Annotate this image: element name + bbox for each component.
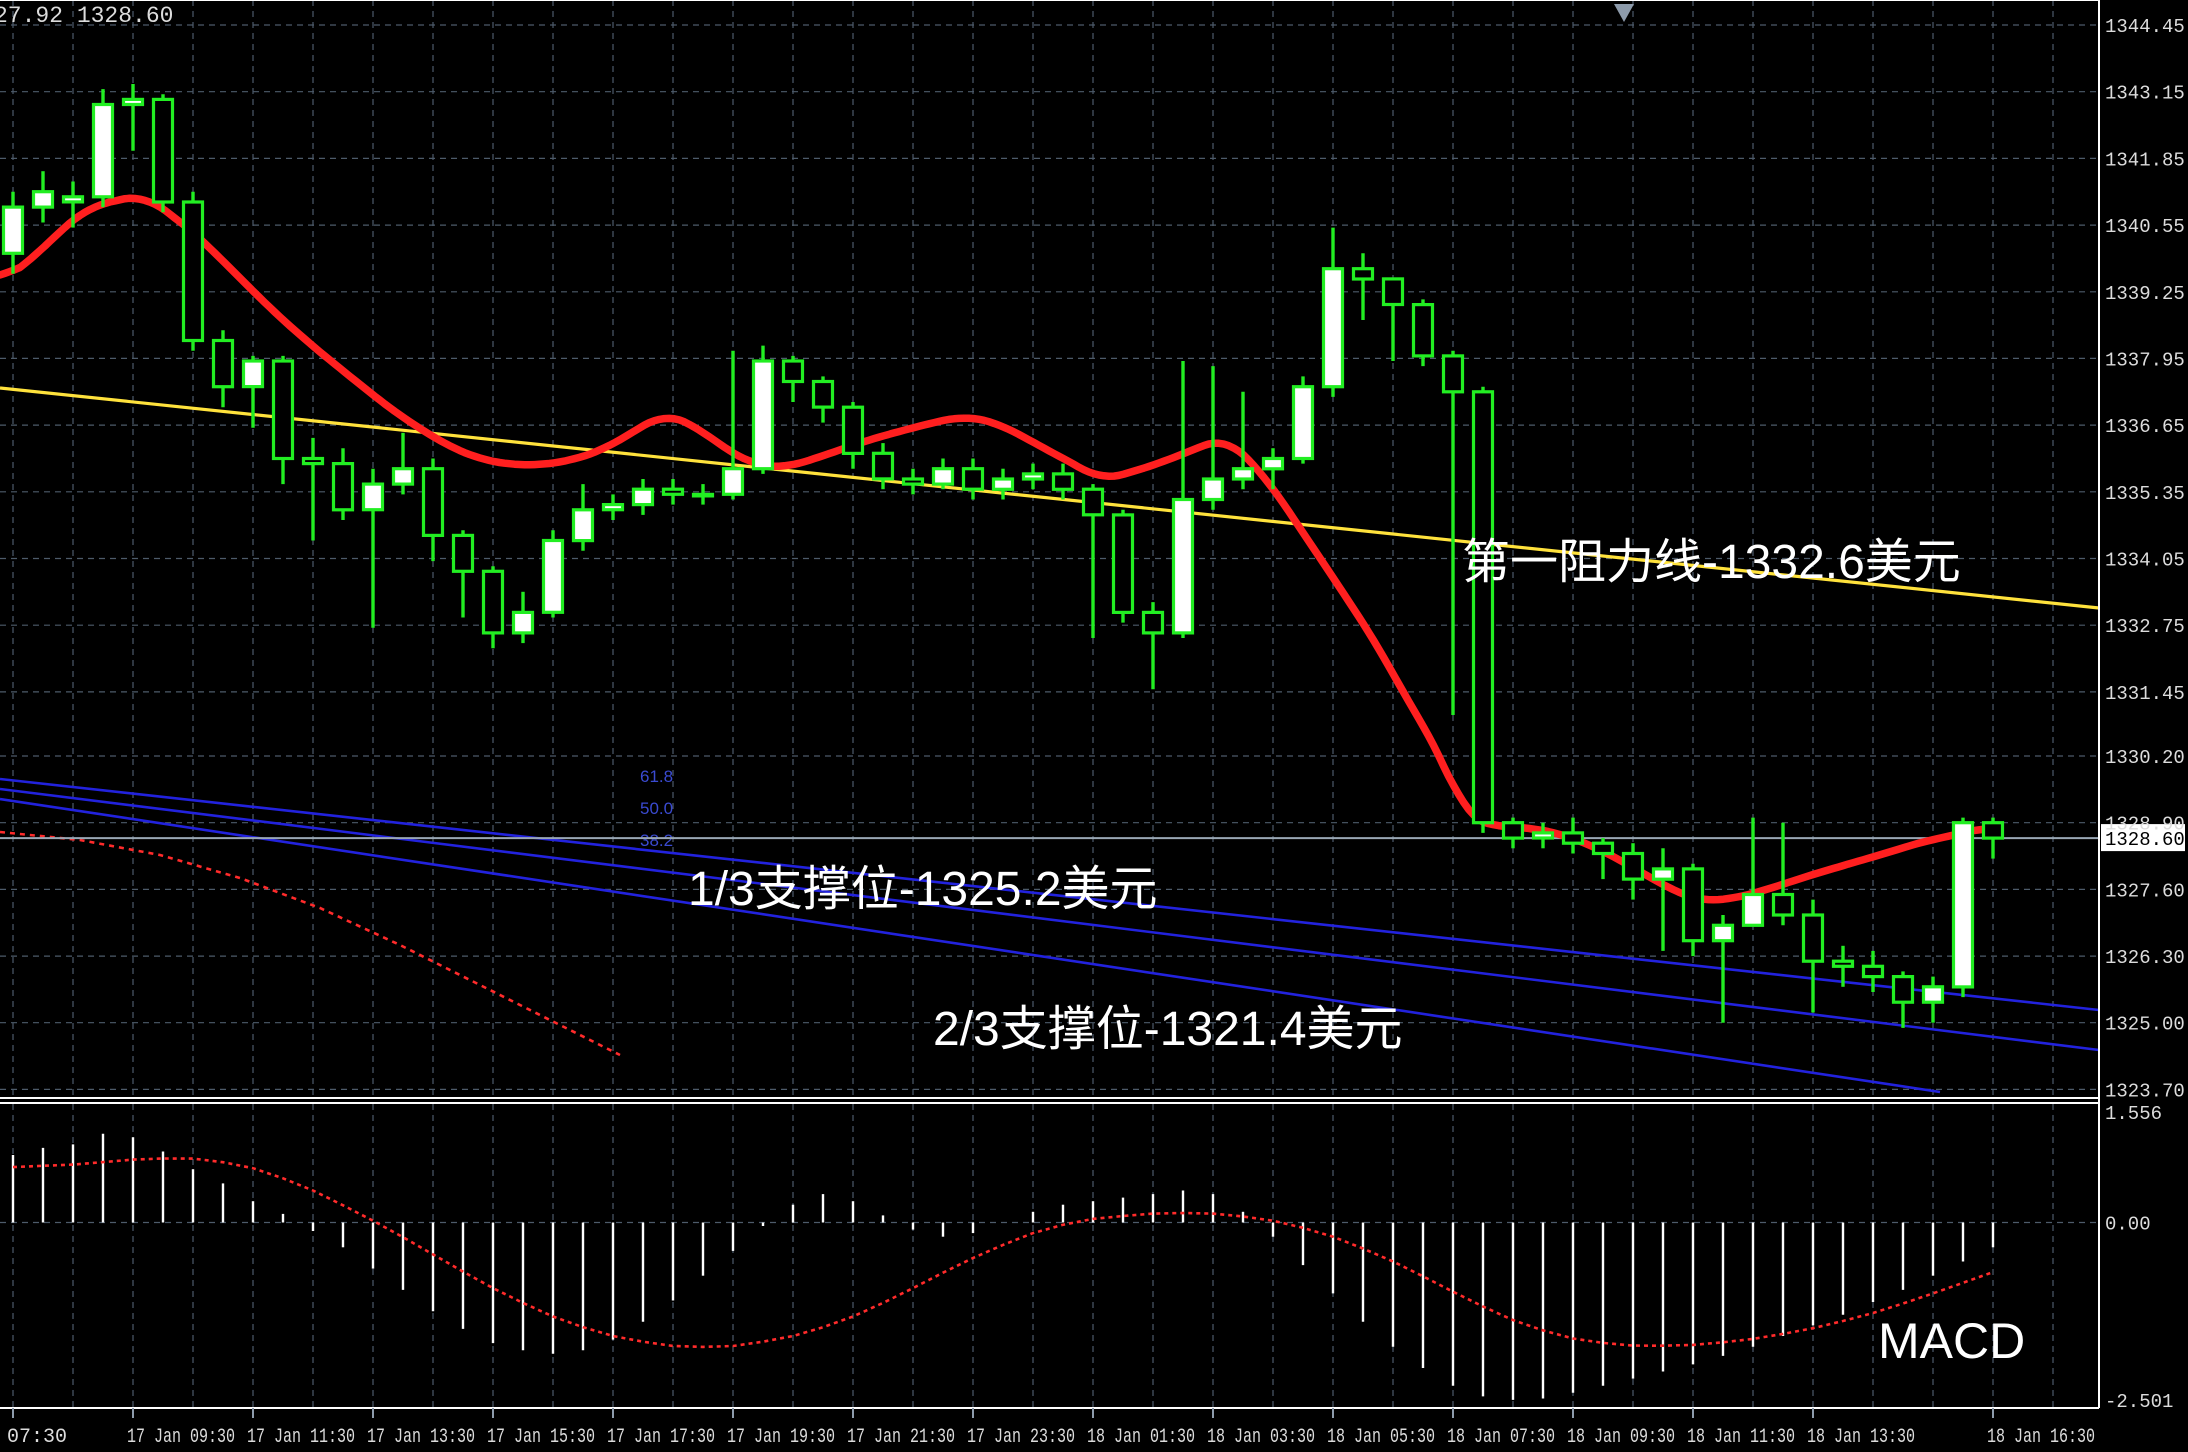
svg-text:18 Jan 13:30: 18 Jan 13:30	[1807, 1426, 1915, 1449]
svg-text:MACD: MACD	[1878, 1313, 2025, 1369]
svg-text:38.2: 38.2	[640, 831, 673, 850]
svg-text:1340.55: 1340.55	[2105, 216, 2185, 238]
svg-text:1327.60: 1327.60	[2105, 880, 2185, 902]
svg-text:1334.05: 1334.05	[2105, 550, 2185, 572]
svg-text:第一阻力线-1332.6美元: 第一阻力线-1332.6美元	[1462, 536, 1961, 589]
svg-text:18 Jan 05:30: 18 Jan 05:30	[1327, 1426, 1435, 1449]
svg-text:17 Jan 23:30: 17 Jan 23:30	[967, 1426, 1075, 1449]
svg-text:1325.00: 1325.00	[2105, 1014, 2185, 1036]
svg-text:27.92 1328.60: 27.92 1328.60	[0, 3, 173, 29]
svg-text:18 Jan 11:30: 18 Jan 11:30	[1687, 1426, 1795, 1449]
svg-text:1332.75: 1332.75	[2105, 616, 2185, 638]
svg-text:1326.30: 1326.30	[2105, 947, 2185, 969]
svg-text:61.8: 61.8	[640, 767, 673, 786]
svg-text:1328.90: 1328.90	[2105, 814, 2185, 836]
svg-text:50.0: 50.0	[640, 799, 673, 818]
svg-text:1336.65: 1336.65	[2105, 416, 2185, 438]
svg-text:17 Jan 19:30: 17 Jan 19:30	[727, 1426, 835, 1449]
svg-text:1323.70: 1323.70	[2105, 1080, 2185, 1102]
svg-text:1341.85: 1341.85	[2105, 149, 2185, 171]
svg-text:1335.35: 1335.35	[2105, 483, 2185, 505]
svg-text:17 Jan 11:30: 17 Jan 11:30	[247, 1426, 355, 1449]
svg-text:1.556: 1.556	[2105, 1103, 2162, 1125]
svg-text:17 Jan 17:30: 17 Jan 17:30	[607, 1426, 715, 1449]
svg-text:1330.20: 1330.20	[2105, 747, 2185, 769]
svg-text:2/3支撑位-1321.4美元: 2/3支撑位-1321.4美元	[933, 1003, 1403, 1056]
svg-text:17 Jan 09:30: 17 Jan 09:30	[127, 1426, 235, 1449]
svg-text:17 Jan 13:30: 17 Jan 13:30	[367, 1426, 475, 1449]
svg-text:18 Jan 07:30: 18 Jan 07:30	[1447, 1426, 1555, 1449]
svg-text:07:30: 07:30	[7, 1426, 67, 1449]
svg-text:0.00: 0.00	[2105, 1214, 2151, 1236]
svg-text:1343.15: 1343.15	[2105, 83, 2185, 105]
svg-text:18 Jan 16:30: 18 Jan 16:30	[1987, 1426, 2095, 1449]
svg-text:-2.501: -2.501	[2105, 1391, 2173, 1413]
svg-text:18 Jan 03:30: 18 Jan 03:30	[1207, 1426, 1315, 1449]
svg-text:18 Jan 01:30: 18 Jan 01:30	[1087, 1426, 1195, 1449]
svg-text:17 Jan 15:30: 17 Jan 15:30	[487, 1426, 595, 1449]
svg-text:18 Jan 09:30: 18 Jan 09:30	[1567, 1426, 1675, 1449]
svg-text:1331.45: 1331.45	[2105, 683, 2185, 705]
svg-text:1/3支撑位-1325.2美元: 1/3支撑位-1325.2美元	[688, 863, 1158, 916]
svg-text:1339.25: 1339.25	[2105, 283, 2185, 305]
svg-text:1344.45: 1344.45	[2105, 16, 2185, 38]
svg-text:1337.95: 1337.95	[2105, 349, 2185, 371]
svg-text:17 Jan 21:30: 17 Jan 21:30	[847, 1426, 955, 1449]
